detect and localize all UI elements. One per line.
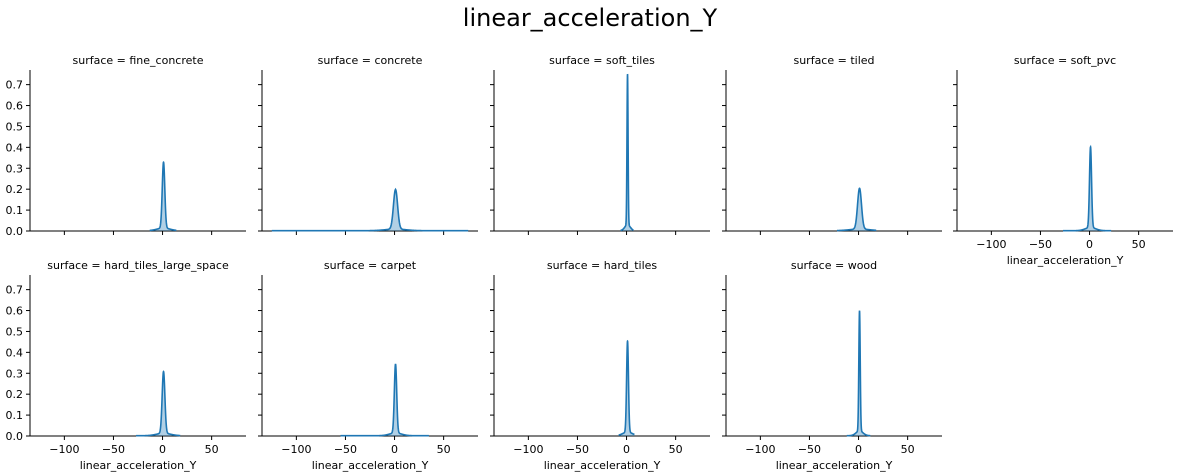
x-axis-label: linear_acceleration_Y xyxy=(80,459,197,472)
kde-line xyxy=(1063,144,1112,232)
kde-line xyxy=(136,370,181,437)
kde-line xyxy=(620,73,634,232)
y-tick-label: 0.7 xyxy=(6,284,24,297)
x-tick-label: 50 xyxy=(1132,238,1146,251)
facet-panel-fine_concrete: surface = fine_concrete 0.0 0.1 0.2 0.3 0.4 0.… xyxy=(6,54,246,238)
x-tick-label: −50 xyxy=(1029,238,1052,251)
x-axis-label: linear_acceleration_Y xyxy=(776,459,893,472)
y-tick-label: 0.4 xyxy=(6,346,24,359)
x-axis-label: linear_acceleration_Y xyxy=(544,459,661,472)
x-tick-label: 0 xyxy=(623,443,630,456)
facet-panels: surface = fine_concrete 0.0 0.1 0.2 0.3 0.4 0.… xyxy=(6,54,1173,472)
kde-area xyxy=(271,189,469,231)
facet-title: surface = hard_tiles_large_space xyxy=(47,259,229,272)
x-tick-label: 0 xyxy=(391,443,398,456)
kde-area xyxy=(149,162,177,231)
x-tick-label: −50 xyxy=(566,443,589,456)
y-tick-label: 0.6 xyxy=(6,100,24,113)
kde-area xyxy=(340,363,429,436)
facet-panel-hard_tiles: surface = hard_tiles −100 −50 0 50 linear_acc… xyxy=(490,259,710,472)
y-tick-label: 0.2 xyxy=(6,388,24,401)
x-tick-label: −100 xyxy=(281,443,311,456)
kde-line xyxy=(340,363,429,437)
facet-panel-concrete: surface = concrete xyxy=(258,54,478,235)
x-tick-label: 0 xyxy=(1086,238,1093,251)
facet-title: surface = fine_concrete xyxy=(73,54,204,67)
facet-panel-hard_tiles_large_space: surface = hard_tiles_large_space 0.0 0.1 0.… xyxy=(6,259,246,472)
facet-panel-soft_pvc: surface = soft_pvc −100 −50 0 50 linear_accel… xyxy=(953,54,1173,267)
x-tick-label: 0 xyxy=(855,443,862,456)
y-tick-label: 0.5 xyxy=(6,325,24,338)
x-tick-label: −100 xyxy=(745,443,775,456)
facet-panel-tiled: surface = tiled xyxy=(722,54,942,235)
facet-panel-wood: surface = wood −100 −50 0 50 linear_accelerat… xyxy=(722,259,942,472)
y-tick-label: 0.7 xyxy=(6,79,24,92)
facet-title: surface = concrete xyxy=(318,54,423,67)
y-tick-label: 0.4 xyxy=(6,141,24,154)
y-tick-label: 0.0 xyxy=(6,225,24,238)
facet-panel-soft_tiles: surface = soft_tiles xyxy=(490,54,710,235)
kde-area xyxy=(1063,147,1112,231)
facet-title: surface = wood xyxy=(791,259,877,272)
kde-area xyxy=(136,371,181,436)
facet-title: surface = soft_pvc xyxy=(1014,54,1116,67)
facet-title: surface = carpet xyxy=(324,259,417,272)
y-tick-label: 0.2 xyxy=(6,183,24,196)
y-tick-label: 0.3 xyxy=(6,367,24,380)
x-tick-label: 50 xyxy=(669,443,683,456)
x-tick-label: −100 xyxy=(513,443,543,456)
y-tick-label: 0.5 xyxy=(6,120,24,133)
x-axis-label: linear_acceleration_Y xyxy=(312,459,429,472)
y-tick-label: 0.0 xyxy=(6,430,24,443)
y-tick-label: 0.6 xyxy=(6,305,24,318)
facet-title: surface = soft_tiles xyxy=(549,54,655,67)
y-tick-label: 0.1 xyxy=(6,409,24,422)
figure-title: linear_acceleration_Y xyxy=(463,4,718,32)
kde-line xyxy=(846,310,871,437)
kde-line xyxy=(836,187,877,232)
x-tick-label: 50 xyxy=(901,443,915,456)
facet-title: surface = hard_tiles xyxy=(547,259,658,272)
y-tick-label: 0.1 xyxy=(6,204,24,217)
x-tick-label: −100 xyxy=(976,238,1006,251)
kde-line xyxy=(149,161,177,232)
kde-line xyxy=(618,339,635,436)
kde-line xyxy=(271,187,469,232)
facet-title: surface = tiled xyxy=(793,54,874,67)
x-tick-label: −100 xyxy=(49,443,79,456)
x-tick-label: 50 xyxy=(205,443,219,456)
x-tick-label: 50 xyxy=(437,443,451,456)
x-tick-label: −50 xyxy=(798,443,821,456)
x-axis-label: linear_acceleration_Y xyxy=(1007,254,1124,267)
x-tick-label: 0 xyxy=(159,443,166,456)
y-tick-label: 0.3 xyxy=(6,162,24,175)
x-tick-label: −50 xyxy=(102,443,125,456)
facet-panel-carpet: surface = carpet −100 −50 0 50 linear_acceler… xyxy=(258,259,478,472)
x-tick-label: −50 xyxy=(334,443,357,456)
